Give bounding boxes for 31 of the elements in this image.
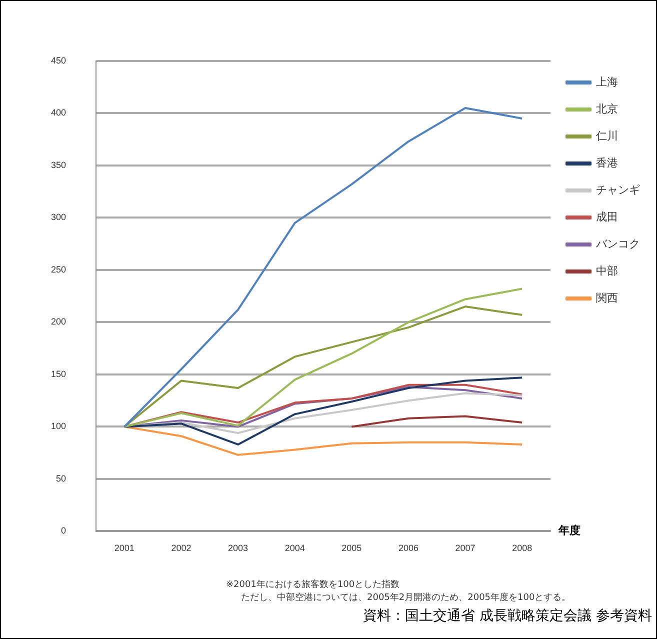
x-tick-label: 2002	[171, 543, 192, 554]
text: 資料：国土交通省 成長戦略策定会議 参考資料	[363, 607, 652, 625]
y-tick-label: 150	[50, 368, 66, 379]
legend-label: 上海	[596, 76, 618, 89]
y-tick-label: 200	[50, 316, 66, 327]
x-tick-label: 2004	[284, 543, 305, 554]
legend-label: 北京	[596, 102, 618, 116]
legend-label: 香港	[596, 156, 618, 170]
x-axis-title: 年度	[558, 524, 580, 538]
y-tick-label: 50	[56, 473, 66, 484]
y-tick-label: 250	[50, 264, 66, 274]
y-tick-label: 0	[61, 526, 66, 536]
text: ただし、中部空港については、2005年2月開港のため、2005年度を100とする。	[241, 592, 572, 605]
x-tick-label: 2008	[512, 543, 532, 554]
x-tick-label: 2006	[398, 543, 418, 554]
x-tick-label: 2007	[455, 543, 476, 554]
x-tick-label: 2005	[342, 543, 362, 554]
legend-label: バンコク	[595, 238, 640, 251]
text: ※2001年における旅客数を100とした指数	[226, 579, 401, 592]
legend-label: 中部	[596, 264, 618, 278]
legend-label: 成田	[596, 210, 618, 224]
x-tick-label: 2001	[114, 543, 134, 554]
legend-label: チャンギ	[596, 184, 640, 197]
y-tick-label: 100	[50, 421, 66, 432]
legend-label: 関西	[596, 292, 618, 305]
legend-label: 仁川	[596, 130, 618, 143]
y-tick-label: 300	[50, 212, 66, 222]
y-tick-label: 350	[50, 160, 66, 170]
y-tick-label: 450	[50, 55, 66, 66]
x-tick-label: 2003	[228, 543, 248, 554]
y-tick-label: 400	[50, 108, 66, 118]
